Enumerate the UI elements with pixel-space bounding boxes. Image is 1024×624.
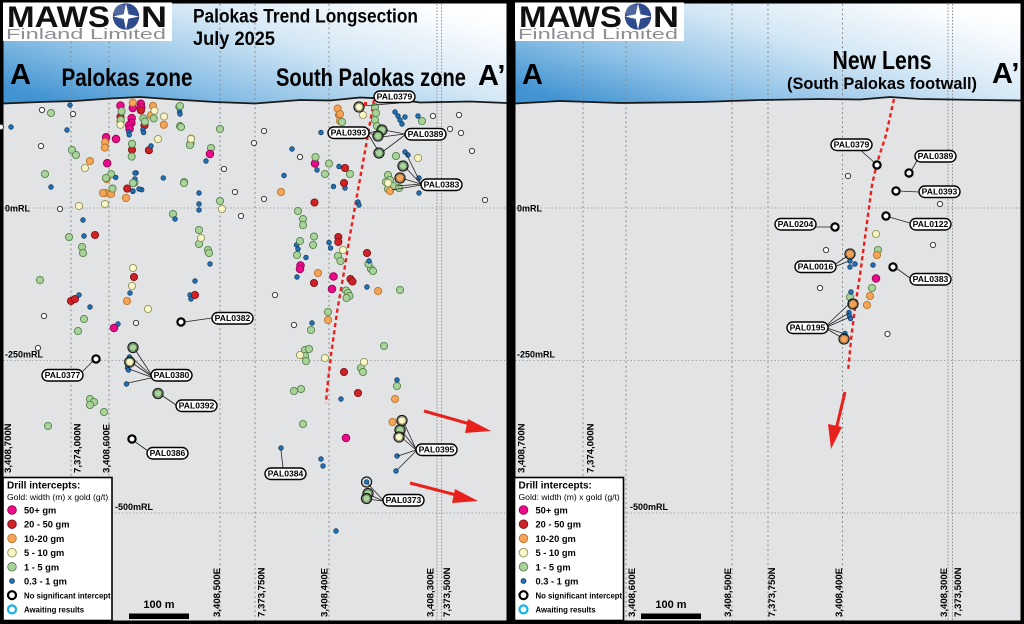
svg-text:Palokas Trend Longsection: Palokas Trend Longsection [193,6,418,28]
svg-text:3,408,300E: 3,408,300E [939,567,950,617]
svg-text:PAL0383: PAL0383 [424,180,460,190]
svg-text:3,408,700N: 3,408,700N [3,423,14,473]
svg-text:PAL0393: PAL0393 [922,187,958,197]
svg-text:(South Palokas footwall): (South Palokas footwall) [787,75,977,93]
svg-text:No significant intercept: No significant intercept [24,591,111,600]
svg-text:0.3 - 1 gm: 0.3 - 1 gm [24,577,67,587]
svg-text:July 2025: July 2025 [193,28,275,50]
svg-text:1 - 5 gm: 1 - 5 gm [536,562,571,572]
svg-text:-500mRL: -500mRL [115,502,154,512]
svg-text:7,373,750N: 7,373,750N [257,567,268,617]
svg-text:100 m: 100 m [143,599,174,611]
svg-text:0mRL: 0mRL [5,204,31,214]
svg-text:10-20 gm: 10-20 gm [24,534,64,544]
svg-text:PAL0384: PAL0384 [268,469,304,479]
svg-text:Awaiting results: Awaiting results [536,606,597,615]
svg-text:-250mRL: -250mRL [5,350,44,360]
svg-text:PAL0373: PAL0373 [386,495,422,505]
svg-text:0mRL: 0mRL [517,204,543,214]
svg-text:3,408,600E: 3,408,600E [102,423,113,473]
svg-text:PAL0204: PAL0204 [778,219,814,229]
svg-text:7,374,000N: 7,374,000N [586,423,597,473]
svg-text:Awaiting results: Awaiting results [24,606,85,615]
svg-text:PAL0392: PAL0392 [179,401,215,411]
svg-text:PAL0195: PAL0195 [790,323,826,333]
svg-text:A’: A’ [992,58,1019,90]
svg-text:PAL0016: PAL0016 [798,262,834,272]
svg-text:A: A [10,59,31,91]
svg-text:7,373,500N: 7,373,500N [442,567,453,617]
svg-text:N: N [141,1,167,34]
svg-text:50+ gm: 50+ gm [536,506,568,516]
svg-text:N: N [653,1,679,34]
svg-text:Gold: width (m) x gold (g/t): Gold: width (m) x gold (g/t) [7,492,108,502]
svg-text:3,408,400E: 3,408,400E [834,567,845,617]
svg-text:Finland Limited: Finland Limited [6,27,166,43]
svg-text:PAL0395: PAL0395 [419,445,455,455]
svg-text:A’: A’ [478,60,505,92]
svg-text:Gold: width (m) x gold (g/t): Gold: width (m) x gold (g/t) [519,492,620,502]
svg-text:3,408,600E: 3,408,600E [627,567,638,617]
svg-text:20 - 50 gm: 20 - 50 gm [24,520,69,530]
svg-text:South Palokas zone: South Palokas zone [276,64,466,92]
svg-text:PAL0382: PAL0382 [215,313,251,323]
svg-text:Drill intercepts:: Drill intercepts: [519,481,592,492]
svg-text:-250mRL: -250mRL [517,350,556,360]
svg-text:New Lens: New Lens [833,45,932,75]
svg-text:0.3 - 1 gm: 0.3 - 1 gm [536,577,579,587]
svg-text:PAL0122: PAL0122 [913,219,949,229]
svg-text:50+ gm: 50+ gm [24,506,56,516]
svg-text:3,408,500E: 3,408,500E [723,567,734,617]
svg-text:-500mRL: -500mRL [630,502,669,512]
svg-text:3,408,700N: 3,408,700N [517,423,528,473]
svg-text:Palokas zone: Palokas zone [62,64,193,92]
svg-text:3,408,500E: 3,408,500E [212,567,223,617]
svg-text:PAL0389: PAL0389 [918,151,954,161]
svg-text:3,408,300E: 3,408,300E [426,567,437,617]
svg-text:PAL0393: PAL0393 [331,128,367,138]
svg-text:5 - 10 gm: 5 - 10 gm [24,548,64,558]
svg-text:10-20 gm: 10-20 gm [536,534,576,544]
svg-text:PAL0386: PAL0386 [150,448,186,458]
svg-text:PAL0389: PAL0389 [408,129,444,139]
svg-text:A: A [522,59,543,91]
svg-text:PAL0380: PAL0380 [154,370,190,380]
svg-text:No significant intercept: No significant intercept [536,591,623,600]
svg-text:Drill intercepts:: Drill intercepts: [7,481,80,492]
svg-text:PAL0379: PAL0379 [834,140,870,150]
svg-text:5 - 10 gm: 5 - 10 gm [536,548,576,558]
svg-text:7,373,750N: 7,373,750N [767,567,778,617]
svg-text:MAWS: MAWS [7,1,110,34]
svg-text:20 - 50 gm: 20 - 50 gm [536,520,581,530]
svg-text:1 - 5 gm: 1 - 5 gm [24,562,59,572]
svg-text:7,373,500N: 7,373,500N [953,567,964,617]
svg-text:7,374,000N: 7,374,000N [73,423,84,473]
svg-text:Finland Limited: Finland Limited [518,27,678,43]
svg-text:PAL0377: PAL0377 [45,370,81,380]
svg-text:MAWS: MAWS [519,1,622,34]
svg-text:3,408,400E: 3,408,400E [320,567,331,617]
svg-text:PAL0383: PAL0383 [913,274,949,284]
svg-text:PAL0379: PAL0379 [377,92,413,102]
svg-text:100 m: 100 m [655,599,686,611]
